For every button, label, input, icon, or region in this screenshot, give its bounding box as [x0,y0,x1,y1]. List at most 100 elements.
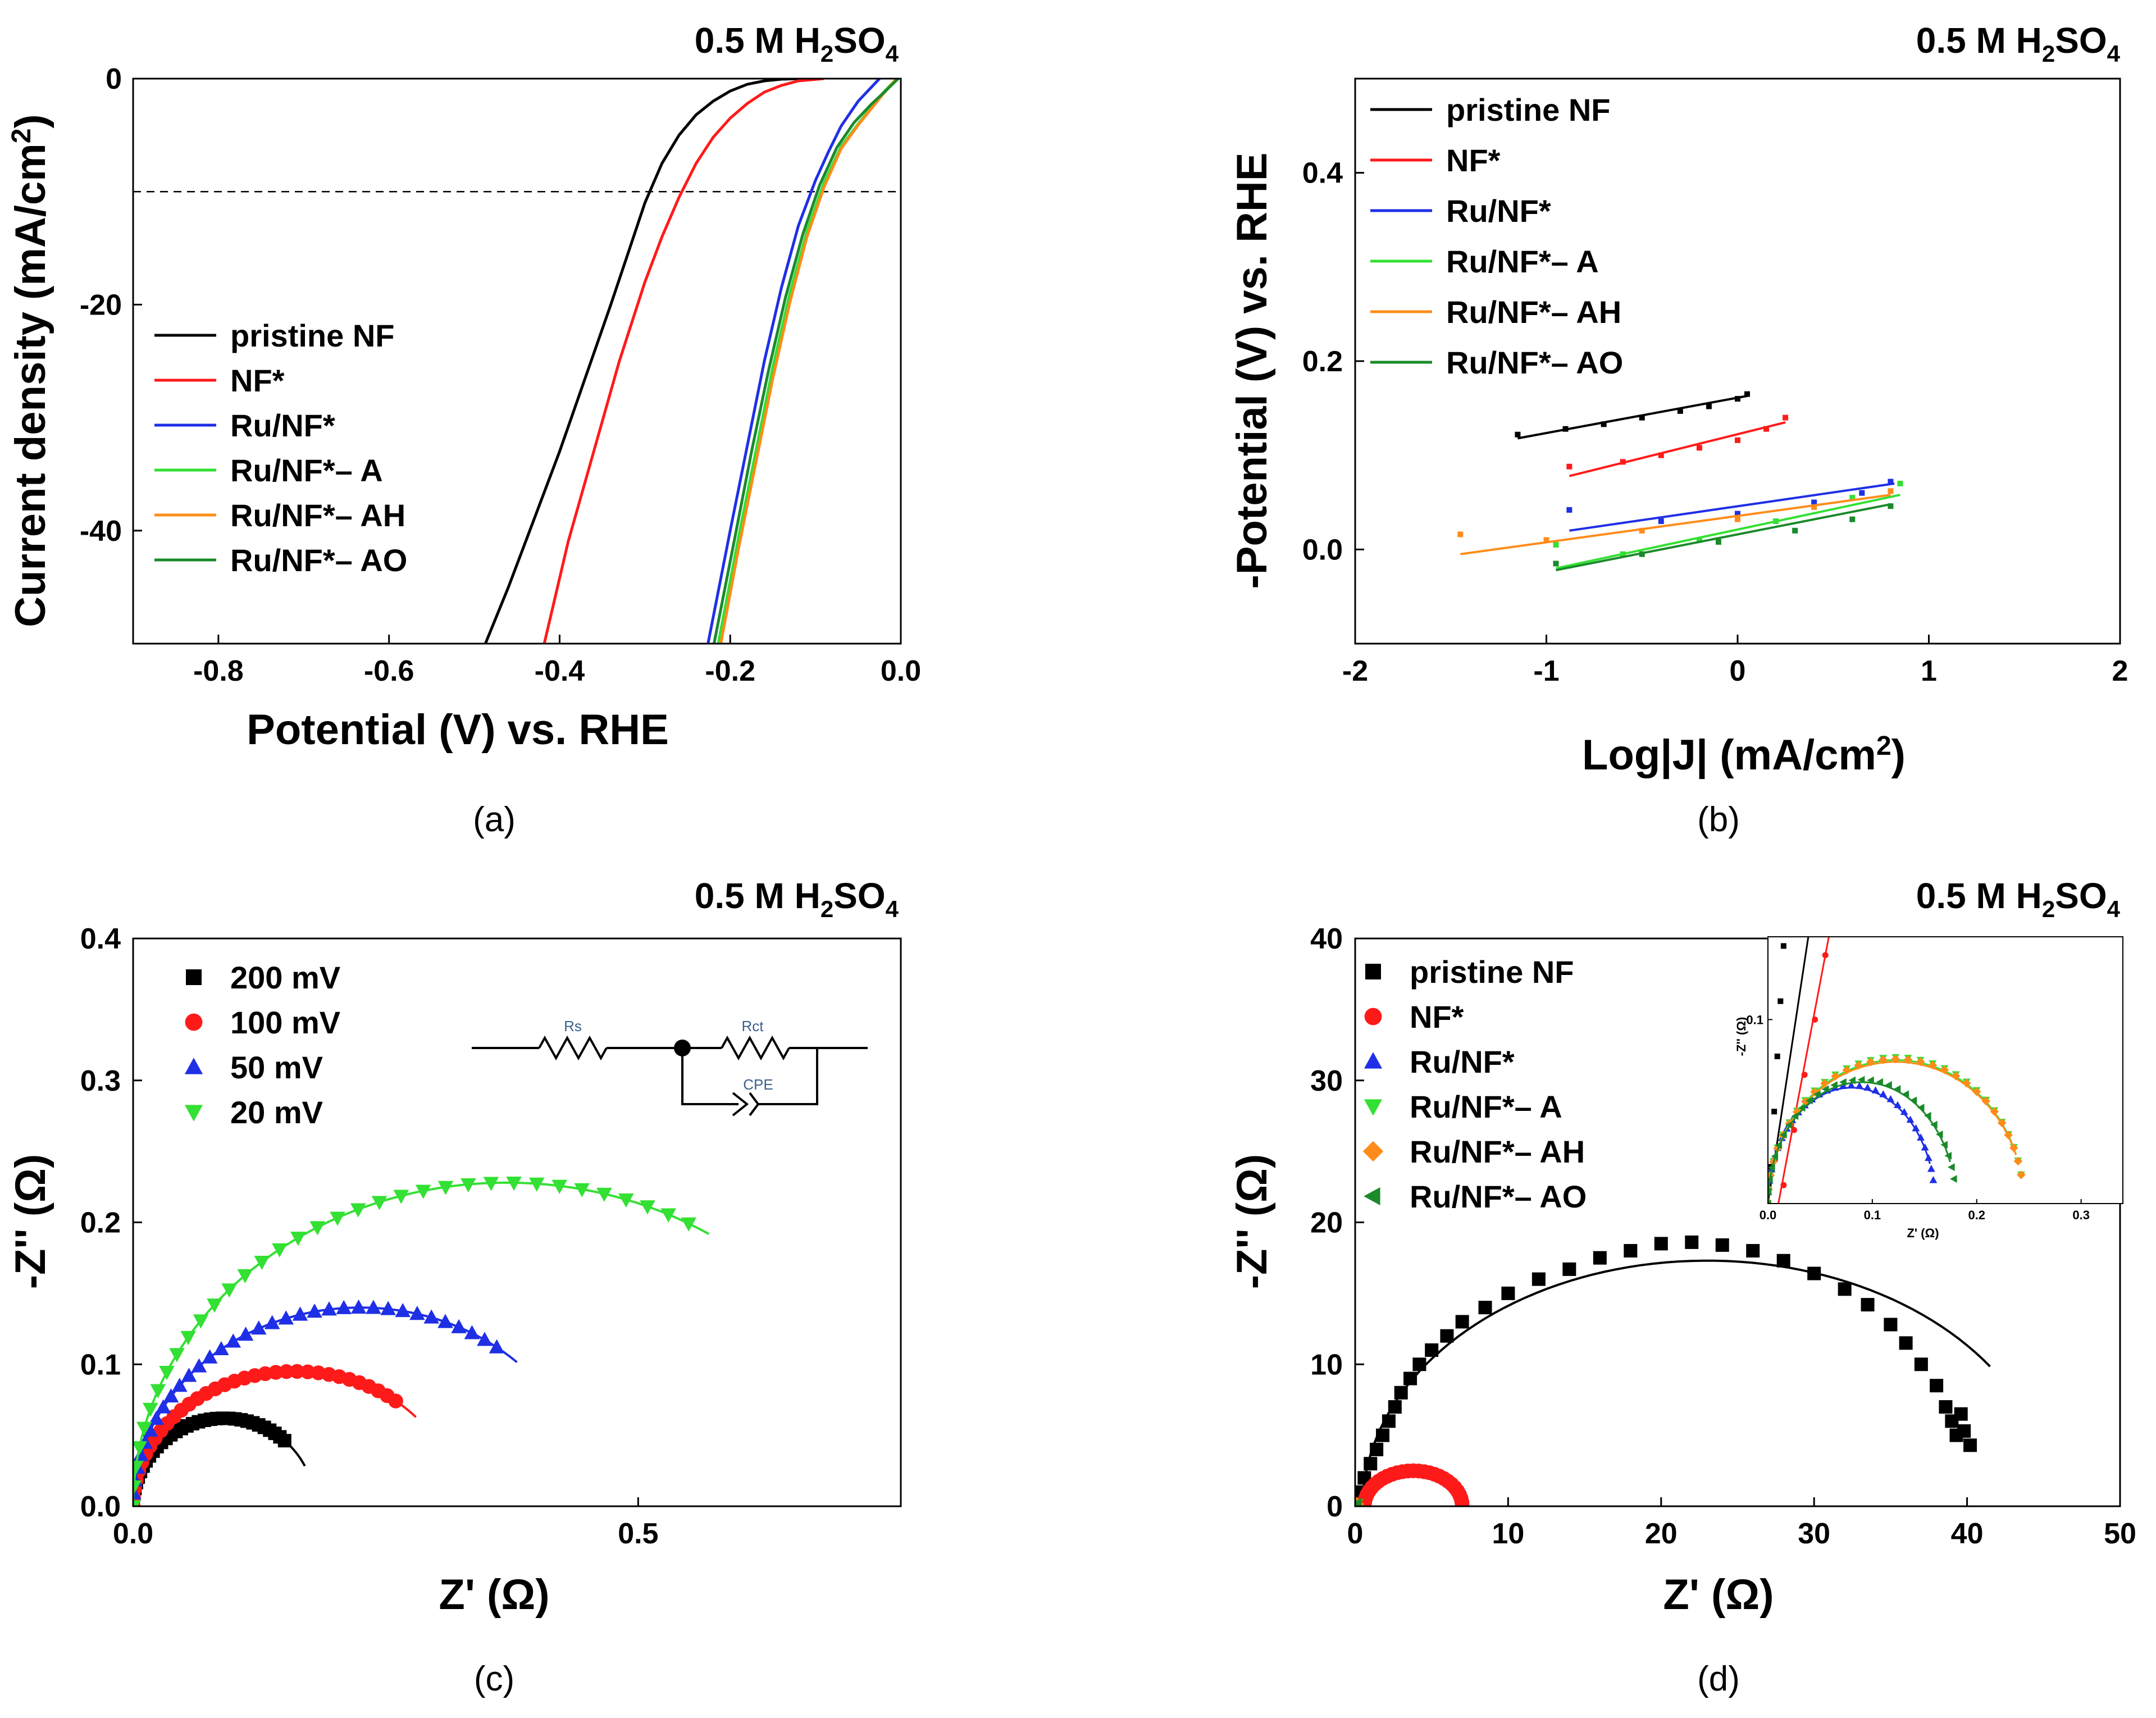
circuit-wire [758,1048,818,1105]
panel-d-xtick-label: 20 [1645,1518,1678,1550]
panel-c: 0.5 M H2SO4 0.0 0.5 0.0 0.1 0.2 0.3 0.4 200 mV 1… [7,876,902,1698]
panel-c-plot: 0.0 0.5 0.0 0.1 0.2 0.3 0.4 200 mV 100 mV 50 mV 20… [80,923,902,1550]
panel-b-point-5 [1553,560,1559,567]
panel-c-point-3 [136,1421,152,1436]
panel-c-ylabel: -Z'' (Ω) [7,1154,54,1289]
inset-point-2 [1856,1082,1863,1089]
panel-a-xtick-label: 0.0 [881,655,921,687]
panel-a-legend-label-4: Ru/NF*– AH [230,498,405,533]
panel-d-point-0 [1654,1237,1668,1251]
panel-c-point-1 [279,1364,294,1379]
panel-b-fit-line-3 [1556,494,1900,569]
panel-c-point-3 [596,1187,612,1202]
circuit-label-rs: Rs [564,1018,582,1035]
inset-point-5 [1813,1090,1821,1099]
circuit-wire [681,1048,739,1105]
panel-c-point-2 [225,1333,241,1348]
panel-b-ylabel: -Potential (V) vs. RHE [1228,153,1276,589]
inset-point-5 [1867,1076,1874,1084]
inset-point-2 [1886,1095,1895,1102]
panel-c-point-3 [330,1211,345,1226]
panel-c-point-3 [133,1480,142,1495]
panel-b-point-4 [1639,527,1645,534]
panel-b-point-4 [1543,537,1549,543]
panel-a-title: 0.5 M H2SO4 [695,20,899,67]
inset-fit-line-1 [1777,937,1830,1204]
inset-point-4 [1820,1079,1829,1088]
panel-c-point-3 [551,1179,567,1194]
panel-a-legend-label-5: Ru/NF*– AO [230,543,407,578]
inset-point-4 [1891,1054,1900,1064]
inset-point-4 [2009,1143,2018,1152]
panel-c-legend-marker-1 [185,1013,203,1031]
panel-c-point-1 [268,1365,284,1380]
panel-c-point-3 [393,1190,409,1204]
panel-c-point-3 [640,1200,655,1215]
panel-d-legend-label-5: Ru/NF*– AO [1410,1179,1587,1214]
inset-point-2 [1871,1086,1880,1093]
panel-d-xlabel: Z' (Ω) [1663,1571,1774,1619]
inset-point-2 [1921,1143,1929,1151]
inset-point-1 [1780,1182,1787,1188]
panel-c-point-3 [461,1178,476,1193]
panel-a-xtick-label: -0.2 [705,655,755,687]
panel-c-point-2 [321,1301,337,1316]
panel-d-xtick-label: 40 [1951,1518,1984,1550]
circuit-label-cpe: CPE [743,1076,773,1093]
panel-c-point-3 [309,1221,326,1236]
inset-point-5 [1944,1152,1952,1160]
inset-point-5 [1857,1076,1865,1084]
inset-xtick-label: 0.1 [1864,1208,1881,1222]
panel-d-point-0 [1394,1386,1408,1400]
panel-c-point-2 [264,1315,280,1329]
panel-c-point-3 [159,1366,175,1380]
inset-point-4 [2004,1131,2013,1140]
panel-b-point-4 [1457,531,1464,537]
inset-point-4 [1990,1107,1999,1116]
panel-c-point-3 [350,1203,366,1218]
panel-c-point-3 [506,1177,522,1191]
panel-d-ytick-label: 10 [1310,1348,1343,1381]
panel-b-point-5 [1639,551,1645,557]
panel-c-point-3 [618,1193,634,1208]
panel-c-point-3 [290,1232,306,1246]
panel-b-point-2 [1811,499,1817,505]
panel-d-caption: (d) [1697,1660,1740,1698]
panel-d-legend-label-1: NF* [1410,999,1464,1035]
panel-b-point-2 [1859,490,1865,496]
inset-point-5 [1768,1187,1772,1196]
panel-c-point-3 [143,1402,158,1417]
panel-d-point-0 [1963,1438,1977,1452]
panel-a-caption: (a) [473,800,516,839]
inset-point-5 [1798,1104,1806,1112]
panel-a-ytick-label: -20 [80,289,122,321]
inset-point-4 [1997,1118,2007,1128]
inset-point-4 [1831,1072,1840,1081]
panel-c-point-3 [237,1269,253,1284]
inset-point-2 [1929,1175,1938,1183]
inset-ylabel: -Z'' (Ω) [1734,1017,1748,1056]
resistor-rct [721,1035,790,1061]
inset-point-4 [1854,1061,1863,1070]
inset-point-5 [1771,1152,1779,1160]
inset-point-5 [1830,1081,1838,1089]
inset-point-5 [1768,1164,1775,1172]
panel-d-point-0 [1776,1254,1790,1268]
inset-point-5 [1821,1085,1829,1093]
panel-d-fit-line-0 [1361,1259,1991,1506]
panel-c-point-3 [150,1384,166,1398]
panel-b-fit-line-4 [1460,494,1891,555]
panel-b-point-4 [1811,504,1817,510]
panel-c-point-0 [277,1434,291,1448]
panel-c-xtick-label: 0.0 [113,1518,153,1550]
panel-a-series-line-2 [706,79,881,644]
inset-point-2 [1879,1090,1888,1097]
inset-point-5 [1917,1104,1925,1112]
panel-b-xlabel: Log|J| (mA/cm2) [1582,731,1906,780]
panel-b-ytick-label: 0.4 [1302,157,1343,190]
panel-b-point-3 [1553,541,1559,548]
panel-a-series-line-5 [712,79,900,644]
panel-b-fit-line-0 [1517,395,1748,440]
panel-d-point-0 [1455,1315,1469,1329]
panel-c-ytick-label: 0.4 [80,923,121,955]
